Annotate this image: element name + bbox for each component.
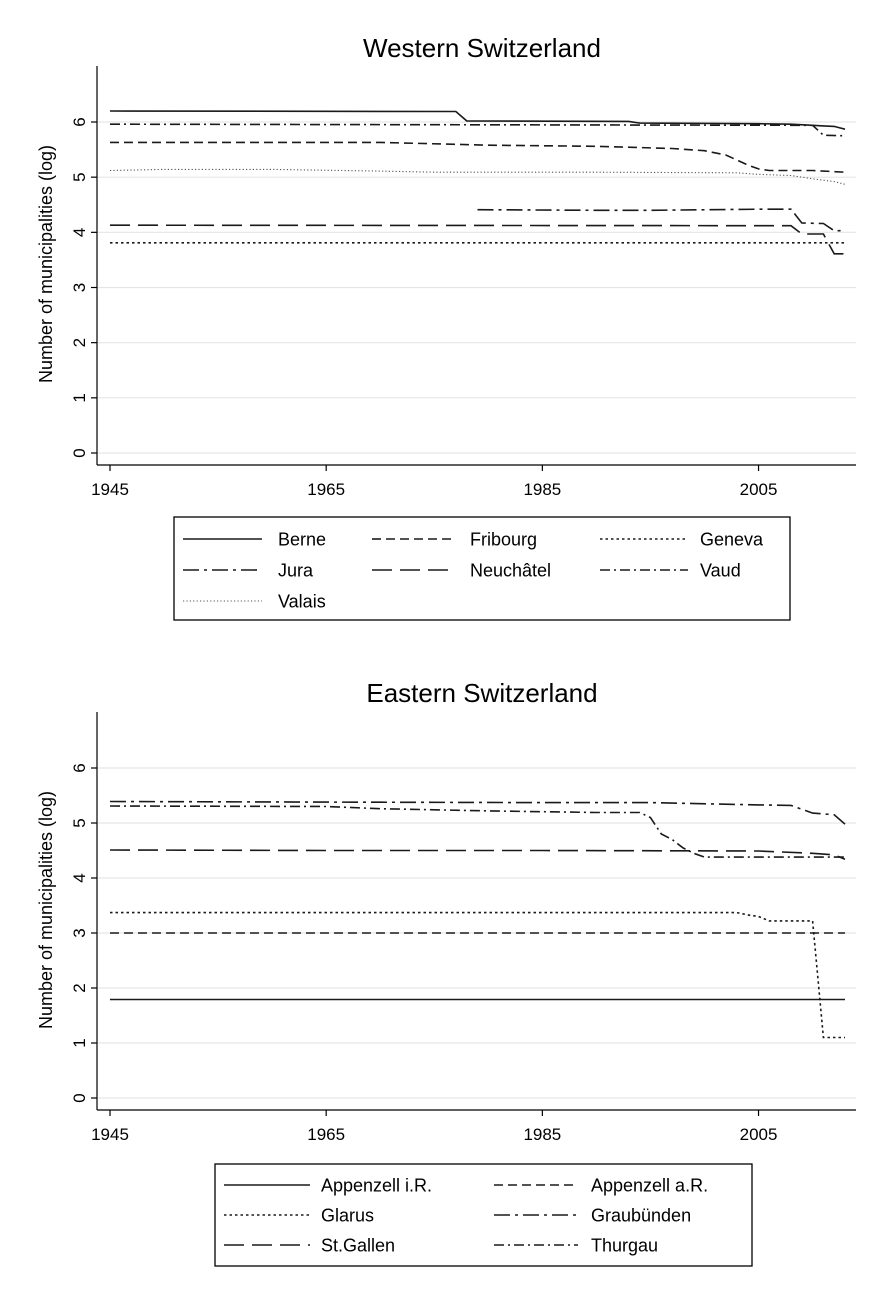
legend-label-appenzell-a-r: Appenzell a.R. bbox=[591, 1175, 708, 1195]
chart-western: Western Switzerland 0 1 2 3 4 5 6 1945 1965 1985 2… bbox=[36, 33, 856, 621]
legend-label-st-gallen: St.Gallen bbox=[321, 1235, 395, 1255]
x-tick-label: 1985 bbox=[523, 1125, 561, 1144]
y-tick-label: 4 bbox=[70, 228, 89, 237]
legend-label-glarus: Glarus bbox=[321, 1205, 374, 1225]
x-tick-label: 2005 bbox=[740, 1125, 778, 1144]
x-tick-label: 1965 bbox=[307, 480, 345, 499]
y-axis-title: Number of municipalities (log) bbox=[36, 145, 56, 383]
series-line-st-gallen bbox=[109, 849, 846, 861]
legend-label-thurgau: Thurgau bbox=[591, 1235, 658, 1255]
legend-label-jura: Jura bbox=[278, 560, 314, 580]
plot-area: 0 1 2 3 4 5 6 1945 1965 1985 2005 bbox=[70, 66, 856, 499]
series-line-neuchatel bbox=[109, 224, 845, 255]
legend-label-fribourg: Fribourg bbox=[470, 529, 537, 549]
x-tick-label: 1965 bbox=[307, 1125, 345, 1144]
legend-label-berne: Berne bbox=[278, 529, 326, 549]
x-tick-label: 1945 bbox=[91, 1125, 129, 1144]
legend-label-vaud: Vaud bbox=[700, 560, 741, 580]
x-tick-label: 1985 bbox=[523, 480, 561, 499]
series-line-glarus bbox=[110, 911, 845, 1039]
chart-eastern: Eastern Switzerland 0 1 2 3 4 5 6 1945 1965 1985 2… bbox=[36, 678, 856, 1267]
y-tick-label: 2 bbox=[70, 338, 89, 347]
legend-label-valais: Valais bbox=[278, 591, 326, 611]
y-tick-label: 3 bbox=[70, 928, 89, 937]
y-tick-label: 2 bbox=[70, 983, 89, 992]
series-line-graubunden bbox=[109, 800, 846, 825]
series-line-fribourg bbox=[110, 141, 846, 173]
y-tick-label: 6 bbox=[70, 763, 89, 772]
y-tick-label: 3 bbox=[70, 283, 89, 292]
x-tick-label: 2005 bbox=[740, 480, 778, 499]
legend-label-graubunden: Graubünden bbox=[591, 1205, 691, 1225]
series-line-berne bbox=[109, 110, 846, 130]
y-tick-label: 0 bbox=[70, 1093, 89, 1102]
legend: Berne Fribourg Geneva Jura Neuchâtel Vaud Vala… bbox=[173, 516, 791, 621]
series-line-jura bbox=[477, 208, 845, 232]
y-tick-label: 1 bbox=[70, 393, 89, 402]
y-axis-title: Number of municipalities (log) bbox=[36, 791, 56, 1029]
plot-area: 0 1 2 3 4 5 6 1945 1965 1985 2005 bbox=[70, 712, 856, 1144]
y-tick-label: 5 bbox=[70, 172, 89, 181]
series-line-thurgau bbox=[109, 805, 845, 858]
legend-label-geneva: Geneva bbox=[700, 529, 764, 549]
y-tick-label: 1 bbox=[70, 1038, 89, 1047]
y-tick-label: 0 bbox=[70, 448, 89, 457]
chart-title: Western Switzerland bbox=[363, 33, 601, 63]
y-tick-label: 6 bbox=[70, 117, 89, 126]
y-tick-label: 5 bbox=[70, 818, 89, 827]
chart-title: Eastern Switzerland bbox=[366, 678, 597, 708]
legend-label-neuchatel: Neuchâtel bbox=[470, 560, 551, 580]
y-tick-label: 4 bbox=[70, 873, 89, 882]
legend-label-appenzell-i-r: Appenzell i.R. bbox=[321, 1175, 432, 1195]
legend-box bbox=[173, 516, 791, 621]
x-tick-label: 1945 bbox=[91, 480, 129, 499]
series-line-vaud bbox=[109, 123, 846, 137]
legend: Appenzell i.R. Appenzell a.R. Glarus Graubü… bbox=[214, 1163, 753, 1267]
legend-box bbox=[214, 1163, 753, 1267]
